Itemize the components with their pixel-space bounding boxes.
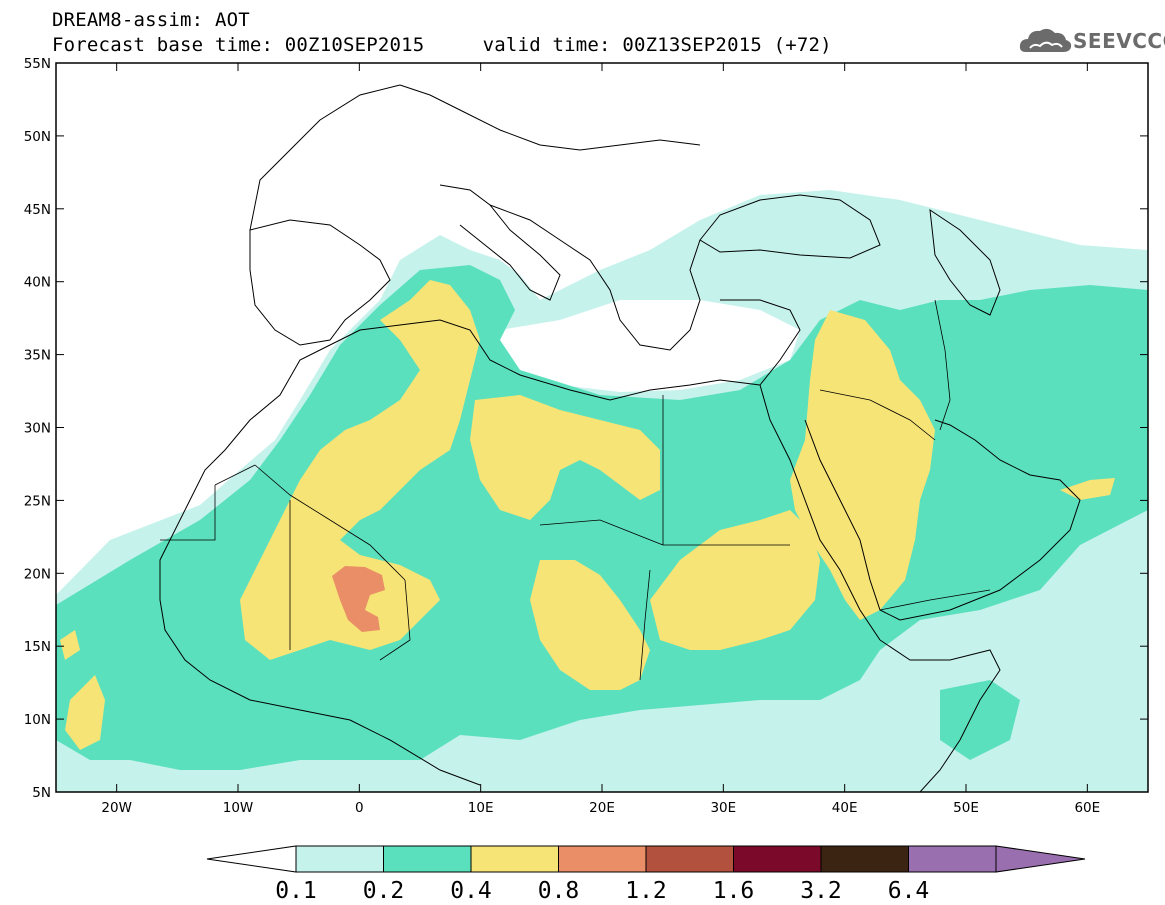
- colorbar-legend: 0.1 0.2 0.4 0.8 1.2 1.6 3.2 6.4: [206, 845, 1086, 904]
- lat-tick-label: 40N: [24, 275, 51, 291]
- seevccc-logo: SEEVCCC: [1018, 26, 1165, 54]
- cloud-icon: [1019, 28, 1072, 52]
- valid-time-label: valid time: 00Z13SEP2015 (+72): [482, 34, 832, 56]
- aot-contour-0.8: [332, 566, 385, 632]
- coast-horn-africa: [879, 639, 1001, 792]
- aot-shading: [56, 190, 1148, 792]
- colorbar-tick-label: 1.2: [625, 878, 667, 904]
- lat-tick-label: 10N: [24, 712, 51, 728]
- lat-tick-label: 50N: [24, 129, 51, 145]
- colorbar-segment: [383, 845, 472, 873]
- colorbar-tick-label: 1.6: [713, 878, 755, 904]
- colorbar-tick-label: 0.8: [538, 878, 580, 904]
- colorbar-tick-label: 6.4: [888, 878, 930, 904]
- latitude-axis: 55N 50N 45N 40N 35N 30N 25N 20N 15N 10N 5N: [24, 56, 1148, 801]
- colorbar-segment: [645, 845, 734, 873]
- base-time-label: Forecast base time: 00Z10SEP2015: [52, 34, 425, 56]
- longitude-axis: 20W 10W 0 10E 20E 30E 40E 50E 60E: [101, 63, 1100, 816]
- coast-italy: [439, 184, 561, 301]
- lon-tick-label: 40E: [832, 800, 858, 816]
- border-iran-iraq: [934, 299, 951, 431]
- colorbar-segment: [820, 845, 909, 873]
- coast-europe-north: [249, 84, 701, 231]
- colorbar-segment: [733, 845, 822, 873]
- colorbar-segment: [295, 845, 384, 873]
- colorbar-over-triangle: [995, 845, 1086, 873]
- coast-balkans: [489, 204, 701, 351]
- colorbar-tick-label: 3.2: [800, 878, 842, 904]
- lon-tick-label: 0: [355, 800, 364, 816]
- country-borders: [160, 299, 991, 681]
- lon-tick-label: 10W: [223, 800, 254, 816]
- lon-tick-label: 20W: [101, 800, 132, 816]
- border-algeria-mali: [254, 464, 406, 581]
- colorbar-segments: 0.1 0.2 0.4 0.8 1.2 1.6 3.2 6.4: [206, 845, 1086, 904]
- coast-caspian: [929, 208, 1001, 316]
- lon-tick-label: 10E: [468, 800, 494, 816]
- aot-contour-0.4-gulf: [1060, 478, 1115, 500]
- border-saudi-north: [819, 389, 936, 441]
- logo-text: SEEVCCC: [1073, 29, 1165, 53]
- colorbar-tick-label: 0.4: [450, 878, 492, 904]
- border-libya-chad: [539, 519, 664, 546]
- coast-west-africa: [159, 344, 481, 786]
- colorbar-segment: [558, 845, 647, 873]
- aot-contour-0.4-west: [240, 280, 480, 660]
- coastlines: [159, 84, 1081, 792]
- coast-north-africa: [329, 319, 761, 401]
- coast-iberia: [249, 219, 391, 346]
- lon-tick-label: 50E: [953, 800, 979, 816]
- border-chad-sudan: [639, 569, 651, 681]
- lat-tick-label: 20N: [24, 566, 51, 582]
- time-info: Forecast base time: 00Z10SEP2015 valid t…: [52, 35, 832, 55]
- lat-tick-label: 25N: [24, 493, 51, 509]
- lat-tick-label: 5N: [32, 785, 51, 801]
- aot-contour-0.4-chad: [530, 560, 650, 690]
- aot-contour-0.4-central: [470, 395, 660, 520]
- border-saudi-yemen: [879, 589, 991, 611]
- colorbar-segment: [908, 845, 997, 873]
- border-mali-niger: [289, 500, 411, 661]
- lat-tick-label: 45N: [24, 202, 51, 218]
- product-title: DREAM8-assim: AOT: [52, 9, 250, 31]
- coast-black-sea: [699, 194, 881, 259]
- colorbar-tick-label: 0.2: [363, 878, 405, 904]
- lat-tick-label: 30N: [24, 421, 51, 437]
- lon-tick-label: 30E: [710, 800, 736, 816]
- colorbar-segment: [470, 845, 559, 873]
- lon-tick-label: 20E: [589, 800, 615, 816]
- lat-tick-label: 55N: [24, 56, 51, 72]
- aot-forecast-map: 55N 50N 45N 40N 35N 30N 25N 20N 15N 10N 5N 20W 10W 0…: [24, 56, 1149, 816]
- aot-contour-0.4-arabia: [790, 310, 935, 620]
- coast-arabia: [804, 419, 1081, 621]
- clean-air-mediterranean: [500, 300, 800, 392]
- lat-tick-label: 15N: [24, 639, 51, 655]
- lat-tick-label: 35N: [24, 348, 51, 364]
- aot-contour-0.4-coast: [60, 630, 105, 750]
- lon-tick-label: 60E: [1074, 800, 1100, 816]
- border-mauritania: [160, 464, 256, 541]
- coast-levant-red-sea: [720, 299, 881, 641]
- colorbar-under-triangle: [206, 845, 297, 873]
- colorbar-tick-label: 0.1: [275, 878, 317, 904]
